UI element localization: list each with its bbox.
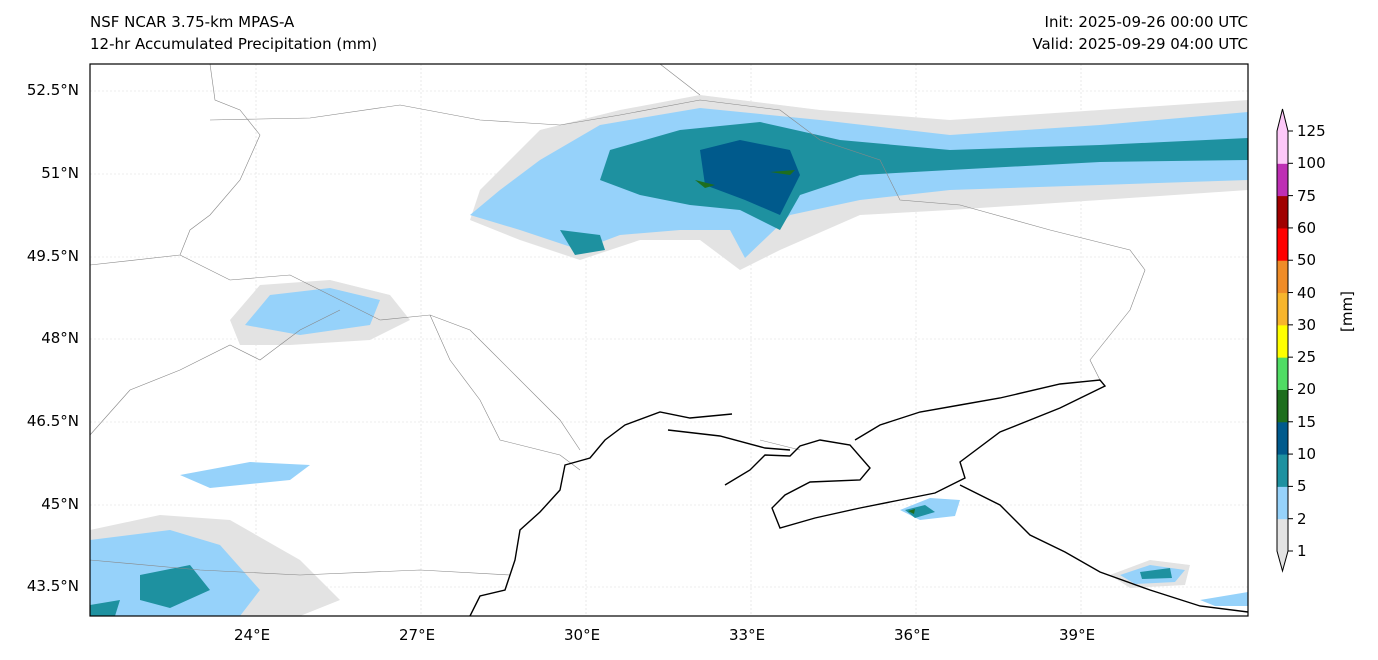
colorbar-tick-label: 30 bbox=[1297, 315, 1317, 334]
colorbar-swatch bbox=[1277, 195, 1288, 229]
colorbar-swatch bbox=[1277, 292, 1288, 326]
lat-tick: 51°N bbox=[41, 164, 79, 182]
colorbar-swatch bbox=[1277, 421, 1288, 455]
map-frame bbox=[89, 63, 1249, 617]
colorbar-tick-label: 10 bbox=[1297, 445, 1317, 464]
model-title: NSF NCAR 3.75-km MPAS-A bbox=[90, 13, 295, 31]
precip-band-north bbox=[470, 95, 1248, 270]
colorbar-label: [mm] bbox=[1338, 291, 1356, 332]
colorbar-tick-label: 50 bbox=[1297, 251, 1317, 270]
colorbar-swatch bbox=[1277, 324, 1288, 358]
colorbar-tick-label: 20 bbox=[1297, 380, 1317, 399]
colorbar-tick-label: 125 bbox=[1297, 122, 1326, 140]
lat-tick: 43.5°N bbox=[26, 577, 79, 595]
colorbar-swatch bbox=[1277, 131, 1288, 164]
lat-tick: 52.5°N bbox=[26, 81, 79, 99]
colorbar-swatch bbox=[1277, 454, 1288, 487]
lat-tick: 49.5°N bbox=[26, 247, 79, 265]
valid-time: Valid: 2025-09-29 04:00 UTC bbox=[1032, 35, 1248, 53]
colorbar-swatch bbox=[1277, 260, 1288, 294]
colorbar-tick-label: 2 bbox=[1297, 509, 1307, 528]
colorbar-tick-label: 5 bbox=[1297, 477, 1307, 496]
colorbar-swatch bbox=[1277, 518, 1288, 552]
colorbar bbox=[1276, 108, 1293, 573]
coastline bbox=[469, 379, 1248, 616]
colorbar-swatch bbox=[1277, 357, 1288, 390]
colorbar-swatch bbox=[1277, 163, 1288, 197]
colorbar-tick-label: 15 bbox=[1297, 412, 1317, 431]
product-title: 12-hr Accumulated Precipitation (mm) bbox=[90, 35, 378, 53]
lon-tick: 24°E bbox=[234, 626, 271, 644]
colorbar-extend-min bbox=[1277, 551, 1288, 571]
lon-tick: 30°E bbox=[564, 626, 601, 644]
precip-southeast bbox=[900, 498, 1248, 606]
borders bbox=[90, 64, 1146, 576]
colorbar-tick-label: 100 bbox=[1297, 154, 1326, 173]
lon-tick: 39°E bbox=[1059, 626, 1096, 644]
colorbar-extend-max bbox=[1277, 109, 1288, 131]
colorbar-swatch bbox=[1277, 389, 1288, 423]
colorbar-tick-label: 1 bbox=[1297, 542, 1307, 560]
lat-tick: 45°N bbox=[41, 495, 79, 513]
colorbar-swatch bbox=[1277, 486, 1288, 520]
lat-tick: 46.5°N bbox=[26, 412, 79, 430]
colorbar-tick-label: 60 bbox=[1297, 218, 1317, 237]
init-time: Init: 2025-09-26 00:00 UTC bbox=[1044, 13, 1248, 31]
lat-tick: 48°N bbox=[41, 329, 79, 347]
lon-tick: 27°E bbox=[399, 626, 436, 644]
lon-tick: 36°E bbox=[894, 626, 931, 644]
lon-tick: 33°E bbox=[729, 626, 766, 644]
colorbar-tick-label: 40 bbox=[1297, 283, 1317, 302]
colorbar-tick-label: 25 bbox=[1297, 348, 1317, 367]
colorbar-tick-label: 75 bbox=[1297, 186, 1317, 205]
precip-west bbox=[90, 280, 410, 616]
colorbar-swatch bbox=[1277, 227, 1288, 261]
